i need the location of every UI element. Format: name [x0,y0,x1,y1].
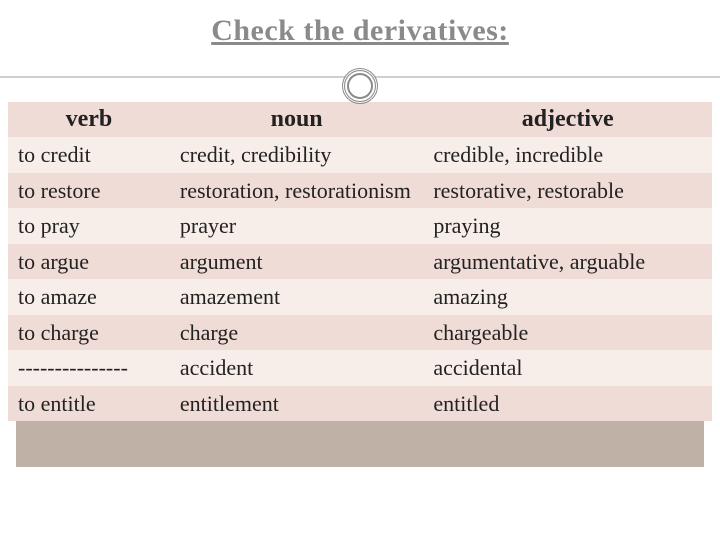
ornament-circle-icon [342,68,378,104]
cell-verb: to charge [8,315,170,351]
cell-verb: to pray [8,208,170,244]
cell-adjective: credible, incredible [423,137,712,173]
cell-noun: restoration, restorationism [170,173,423,209]
cell-noun: charge [170,315,423,351]
table-row: to entitle entitlement entitled [8,386,712,422]
footer-band [16,421,704,467]
cell-adjective: argumentative, arguable [423,244,712,280]
cell-noun: argument [170,244,423,280]
cell-adjective: entitled [423,386,712,422]
table-row: to charge charge chargeable [8,315,712,351]
cell-verb: --------------- [8,350,170,386]
table-row: --------------- accident accidental [8,350,712,386]
col-header-adjective: adjective [423,102,712,137]
table-row: to argue argument argumentative, arguabl… [8,244,712,280]
table-row: to amaze amazement amazing [8,279,712,315]
page-title: Check the derivatives: [0,14,720,48]
cell-adjective: praying [423,208,712,244]
col-header-verb: verb [8,102,170,137]
cell-verb: to credit [8,137,170,173]
cell-noun: credit, credibility [170,137,423,173]
title-block: Check the derivatives: [0,0,720,78]
table-row: to credit credit, credibility credible, … [8,137,712,173]
col-header-noun: noun [170,102,423,137]
cell-verb: to entitle [8,386,170,422]
table-row: to restore restoration, restorationism r… [8,173,712,209]
table-row: to pray prayer praying [8,208,712,244]
cell-noun: entitlement [170,386,423,422]
derivatives-table-wrap: verb noun adjective to credit credit, cr… [8,102,712,467]
cell-verb: to amaze [8,279,170,315]
cell-noun: amazement [170,279,423,315]
table-header-row: verb noun adjective [8,102,712,137]
cell-adjective: accidental [423,350,712,386]
cell-verb: to restore [8,173,170,209]
cell-adjective: restorative, restorable [423,173,712,209]
cell-noun: prayer [170,208,423,244]
derivatives-table: verb noun adjective to credit credit, cr… [8,102,712,421]
cell-noun: accident [170,350,423,386]
cell-adjective: chargeable [423,315,712,351]
cell-adjective: amazing [423,279,712,315]
cell-verb: to argue [8,244,170,280]
